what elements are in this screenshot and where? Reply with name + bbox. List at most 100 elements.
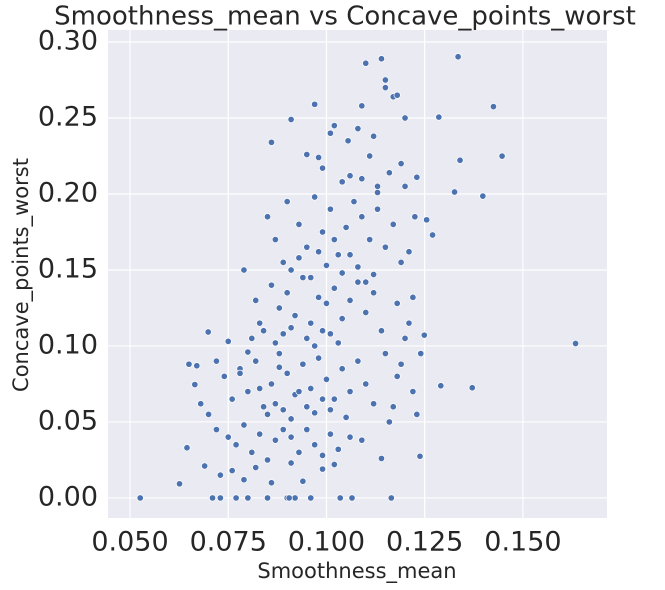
point bbox=[175, 480, 184, 488]
point bbox=[318, 451, 327, 459]
point bbox=[454, 53, 462, 61]
point bbox=[358, 102, 366, 110]
point bbox=[212, 357, 220, 365]
point bbox=[279, 406, 287, 414]
point bbox=[136, 494, 144, 502]
point bbox=[303, 425, 311, 434]
point bbox=[263, 213, 272, 221]
point bbox=[338, 269, 346, 277]
point bbox=[326, 129, 334, 137]
point bbox=[330, 236, 338, 244]
point bbox=[236, 369, 244, 377]
point bbox=[346, 172, 354, 180]
point bbox=[263, 410, 272, 418]
point bbox=[344, 137, 352, 145]
point bbox=[191, 381, 199, 389]
point bbox=[271, 236, 279, 244]
point bbox=[205, 410, 213, 418]
point bbox=[318, 465, 327, 473]
x-tick-label: 0.050 bbox=[91, 527, 168, 558]
point bbox=[370, 270, 378, 279]
point bbox=[285, 494, 293, 502]
point bbox=[283, 198, 291, 206]
point bbox=[185, 360, 193, 368]
point bbox=[385, 418, 393, 426]
point bbox=[385, 169, 393, 177]
point bbox=[216, 471, 224, 479]
point bbox=[330, 284, 338, 292]
point bbox=[299, 274, 307, 282]
point bbox=[311, 100, 319, 108]
point bbox=[338, 178, 346, 186]
point bbox=[295, 388, 303, 396]
point bbox=[240, 266, 248, 274]
point bbox=[377, 55, 386, 63]
point bbox=[336, 494, 344, 502]
plot-area bbox=[108, 30, 607, 518]
point bbox=[354, 357, 362, 365]
point bbox=[322, 375, 331, 383]
point bbox=[411, 213, 419, 221]
point bbox=[362, 59, 370, 67]
point bbox=[435, 113, 443, 121]
point bbox=[350, 198, 358, 206]
point bbox=[413, 410, 421, 418]
point bbox=[401, 182, 409, 190]
point bbox=[348, 494, 356, 502]
point bbox=[275, 350, 283, 358]
point bbox=[295, 254, 303, 262]
point bbox=[287, 324, 295, 332]
y-tick-label: 0.10 bbox=[38, 329, 98, 360]
point bbox=[275, 363, 283, 371]
point bbox=[397, 160, 405, 168]
point bbox=[362, 308, 370, 317]
point bbox=[338, 365, 346, 373]
point bbox=[358, 436, 366, 444]
point bbox=[267, 281, 276, 289]
point bbox=[409, 388, 417, 396]
point bbox=[256, 430, 264, 438]
point bbox=[256, 384, 264, 393]
chart-title: Smoothness_mean vs Concave_points_worst bbox=[54, 2, 636, 32]
point bbox=[311, 193, 319, 201]
point bbox=[307, 494, 315, 502]
point bbox=[334, 339, 342, 347]
point bbox=[342, 223, 350, 231]
point bbox=[201, 462, 209, 470]
point bbox=[279, 258, 287, 266]
point bbox=[303, 403, 311, 411]
point bbox=[346, 296, 354, 304]
y-tick-label: 0.30 bbox=[38, 26, 98, 57]
point bbox=[244, 494, 252, 502]
point bbox=[370, 400, 378, 408]
y-tick-label: 0.00 bbox=[38, 481, 98, 512]
point bbox=[489, 103, 497, 111]
point bbox=[295, 220, 303, 228]
point bbox=[381, 350, 389, 358]
point bbox=[387, 494, 395, 502]
point bbox=[416, 452, 424, 460]
point bbox=[326, 430, 334, 438]
point bbox=[322, 261, 331, 269]
point bbox=[381, 76, 389, 84]
point bbox=[287, 115, 295, 124]
point bbox=[216, 494, 224, 502]
point bbox=[330, 395, 338, 403]
point bbox=[413, 173, 421, 181]
point bbox=[197, 400, 205, 408]
point bbox=[409, 293, 417, 301]
point bbox=[326, 205, 334, 213]
point bbox=[373, 188, 382, 197]
point bbox=[232, 441, 240, 449]
point bbox=[334, 445, 342, 453]
point bbox=[354, 263, 362, 271]
x-tick-label: 0.125 bbox=[386, 527, 463, 558]
point bbox=[252, 357, 260, 365]
point bbox=[260, 327, 268, 335]
point bbox=[405, 248, 413, 256]
point bbox=[354, 278, 362, 286]
point bbox=[377, 454, 386, 462]
point bbox=[362, 278, 370, 286]
point bbox=[330, 122, 338, 130]
point bbox=[366, 236, 374, 244]
